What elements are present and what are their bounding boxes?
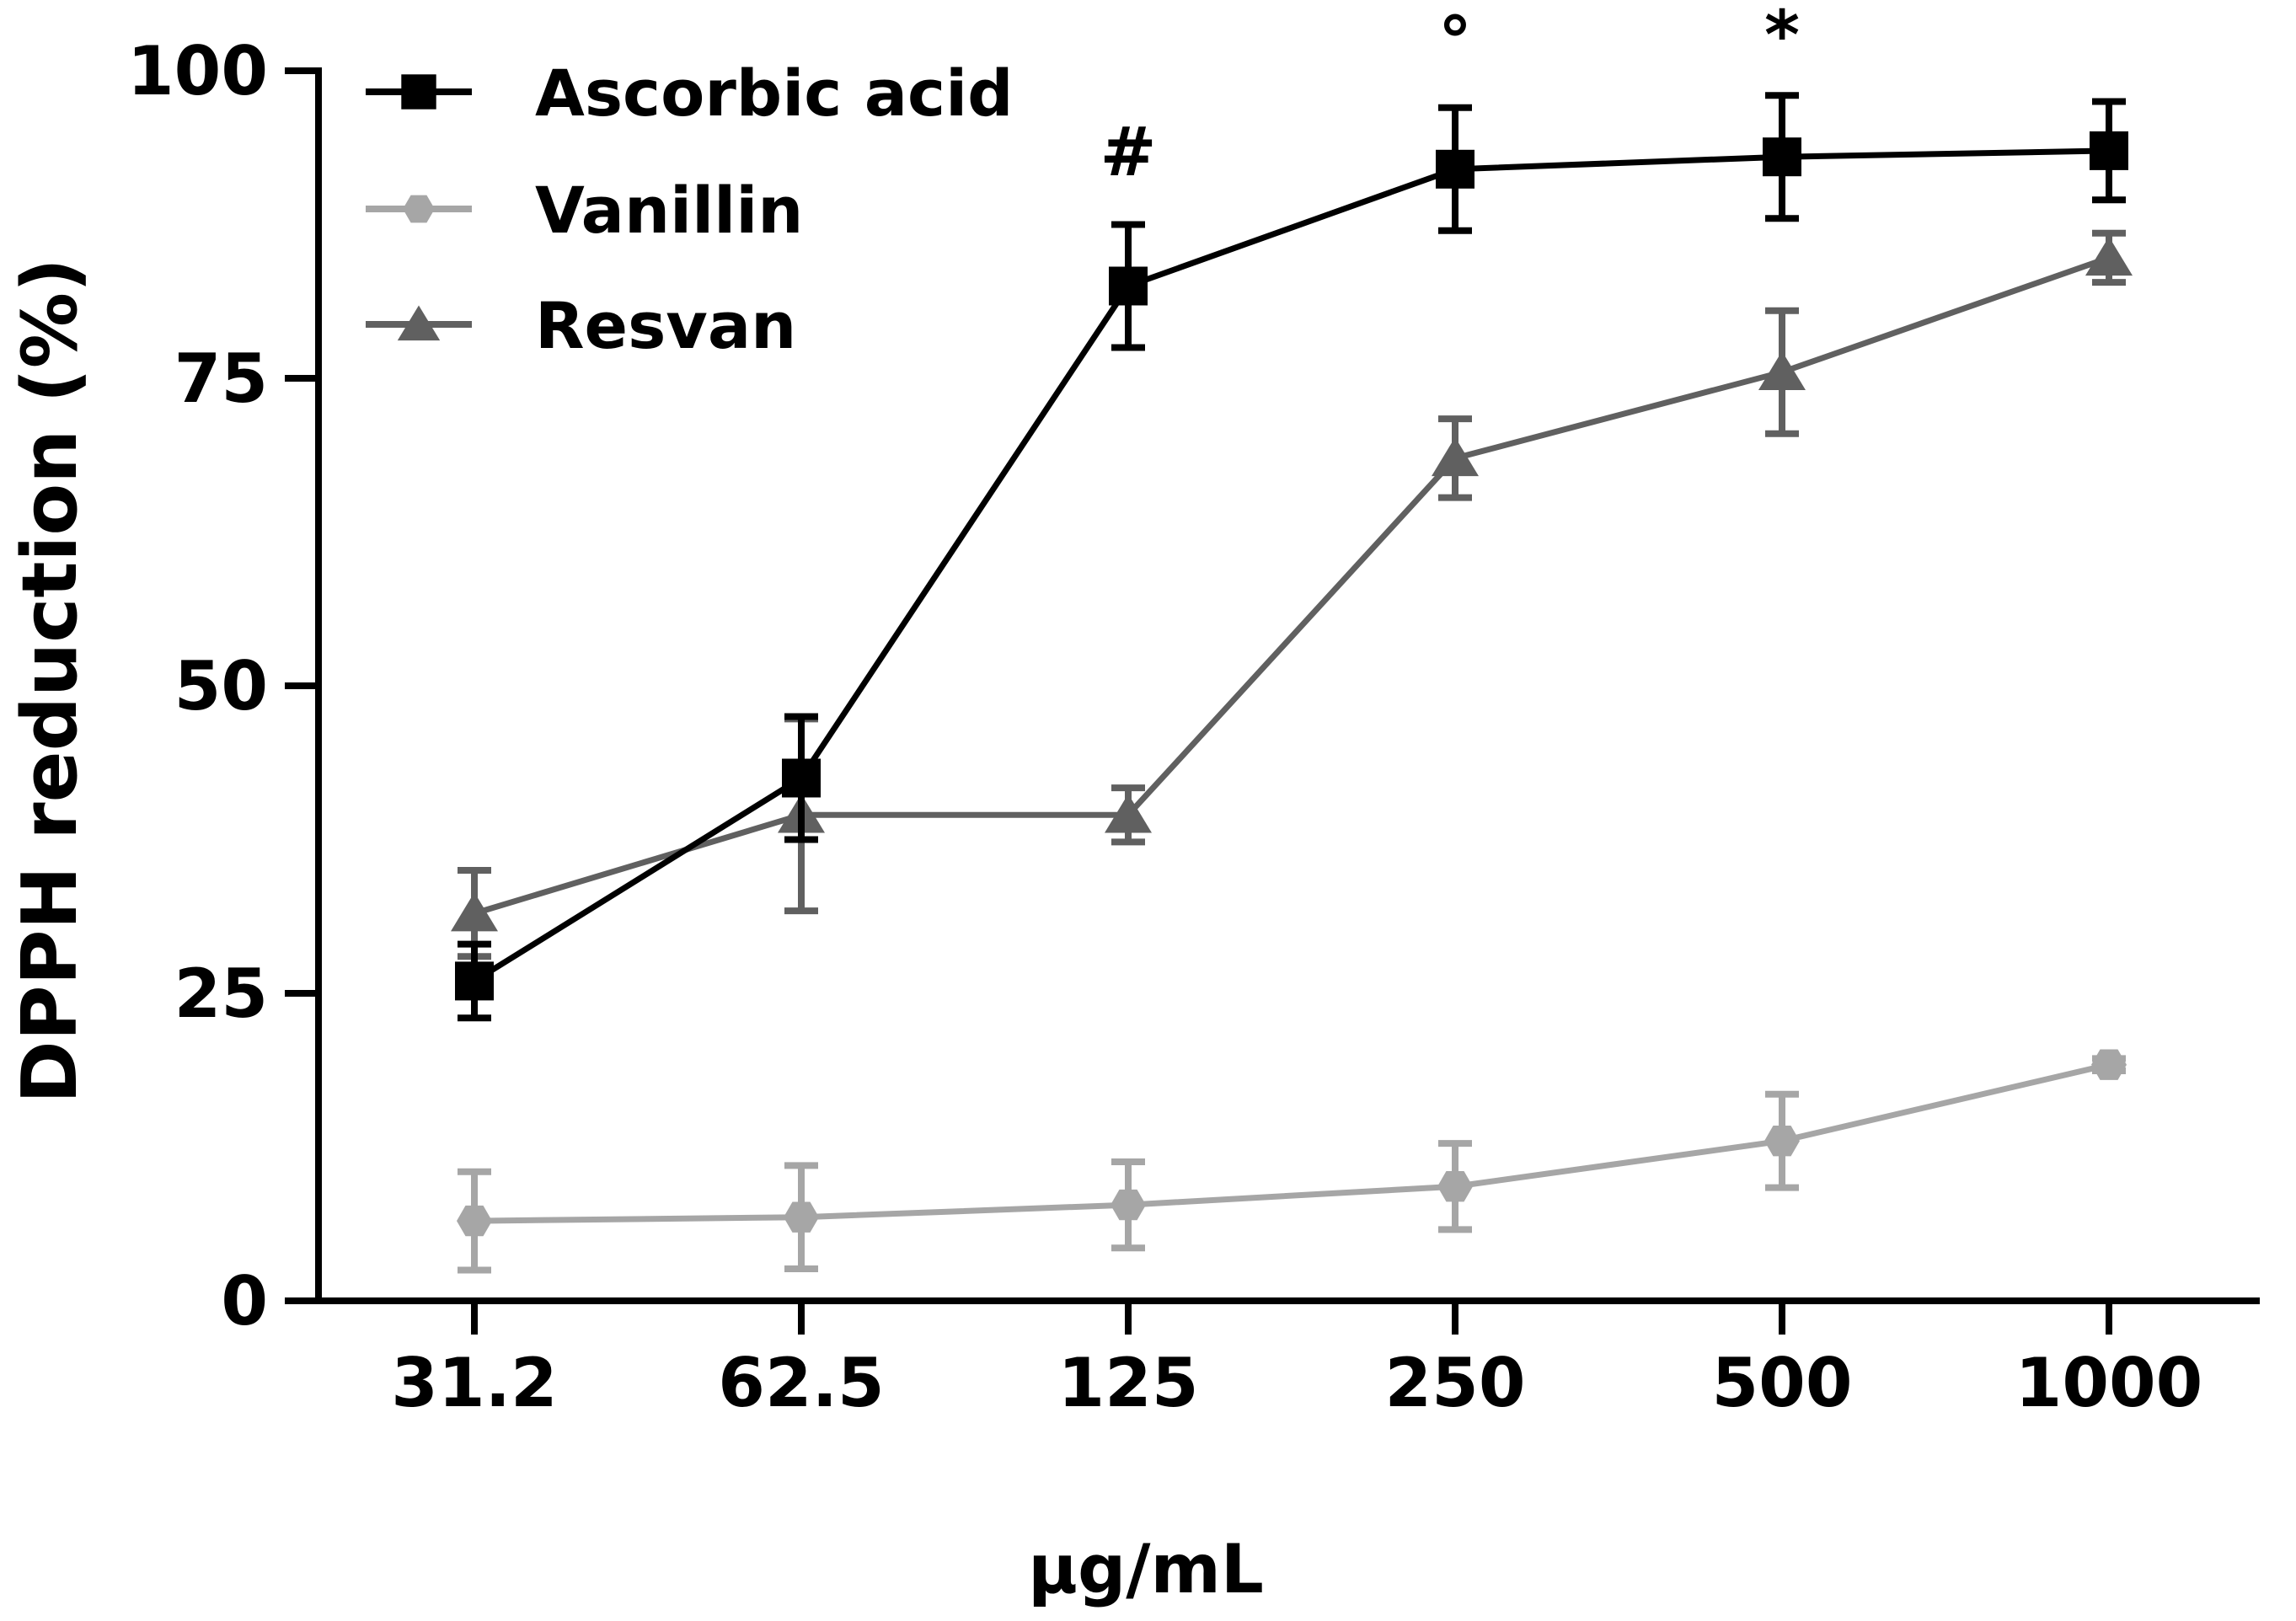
x-tick-labels: 31.2 62.5 125 250 500 1000: [391, 1344, 2202, 1422]
legend-marker: [397, 305, 441, 341]
x-tick-label: 250: [1385, 1344, 1526, 1422]
series-line-resvan: [473, 254, 2111, 917]
data-point: [1758, 350, 1806, 390]
data-point: [784, 1201, 819, 1233]
data-point: [1432, 436, 1479, 477]
y-tick-label: 50: [174, 647, 268, 725]
x-axis-title: µg/mL: [1028, 1530, 1264, 1608]
data-point: [451, 892, 498, 932]
data-point: [2090, 131, 2128, 170]
data-point: [2091, 1049, 2127, 1080]
significance-marker: *: [1764, 0, 1800, 74]
y-tick-label: 75: [174, 340, 268, 418]
y-tick-label: 25: [174, 955, 268, 1033]
legend-item-vanillin: Vanillin: [366, 173, 803, 248]
significance-marker: #: [1100, 113, 1156, 191]
data-point: [1764, 1126, 1800, 1157]
annotation-layer: # ° *: [1100, 0, 1799, 191]
data-point: [1436, 149, 1474, 189]
x-tick-label: 500: [1712, 1344, 1853, 1422]
y-tick-label: 100: [127, 32, 268, 110]
x-tick-label: 62.5: [718, 1344, 884, 1422]
legend-label: Vanillin: [535, 173, 803, 248]
data-point: [2085, 236, 2133, 276]
axes: [285, 67, 2260, 1335]
y-axis-title: DPPH reduction (%): [6, 258, 94, 1104]
data-point: [1109, 266, 1148, 306]
series-line-ascorbic-acid: [473, 147, 2110, 984]
legend-label: Resvan: [535, 288, 796, 363]
y-tick-labels: 0 25 50 75 100: [127, 32, 268, 1340]
data-point: [1437, 1171, 1473, 1202]
data-point: [1105, 794, 1152, 833]
data-point: [455, 961, 494, 1001]
data-point: [782, 758, 821, 798]
legend-item-ascorbic-acid: Ascorbic acid: [366, 56, 1014, 131]
legend-label: Ascorbic acid: [535, 56, 1014, 131]
data-point: [457, 1205, 492, 1237]
series-vanillin: [457, 1049, 2127, 1274]
series-line-vanillin: [474, 1062, 2110, 1224]
legend-marker: [401, 74, 436, 110]
series-layer: [451, 92, 2133, 1274]
data-point: [1763, 137, 1801, 177]
legend-marker: [403, 195, 435, 223]
x-tick-label: 31.2: [391, 1344, 557, 1422]
legend-item-resvan: Resvan: [366, 288, 796, 363]
series-ascorbic-acid: [455, 92, 2128, 1022]
x-tick-label: 125: [1058, 1344, 1199, 1422]
legend: Ascorbic acid Vanillin Resvan: [366, 56, 1014, 363]
x-tick-label: 1000: [2015, 1344, 2203, 1422]
data-point: [1111, 1189, 1146, 1221]
significance-marker: °: [1438, 3, 1472, 81]
y-tick-label: 0: [221, 1262, 268, 1340]
